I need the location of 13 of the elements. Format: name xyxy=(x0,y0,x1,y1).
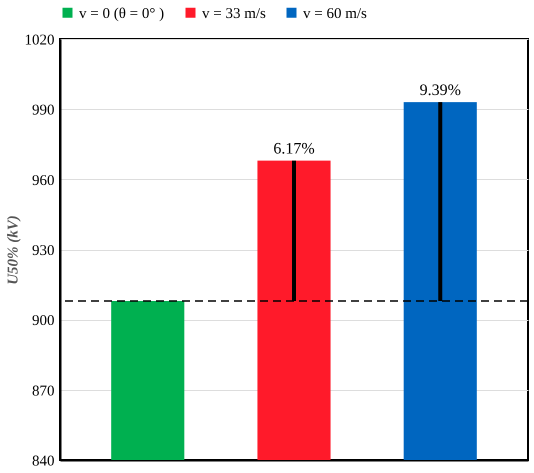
y-tick-label: 870 xyxy=(32,383,54,400)
y-tick-label: 930 xyxy=(32,243,54,259)
legend-label: v = 33 m/s xyxy=(202,6,266,22)
y-tick-label: 900 xyxy=(32,313,54,330)
y-tick-label: 960 xyxy=(32,172,54,189)
annotation: 9.39% xyxy=(420,82,461,100)
annotation: 6.17% xyxy=(273,140,315,158)
y-tick-label: 1020 xyxy=(24,32,54,48)
y-tick-label: 990 xyxy=(32,102,54,119)
legend-label: v = 0 (θ = 0° ) xyxy=(79,6,164,22)
y-tick-label: 840 xyxy=(32,454,54,470)
legend-label: v = 60 m/s xyxy=(303,6,368,22)
y-axis-title: U50% (kV) xyxy=(6,215,22,285)
